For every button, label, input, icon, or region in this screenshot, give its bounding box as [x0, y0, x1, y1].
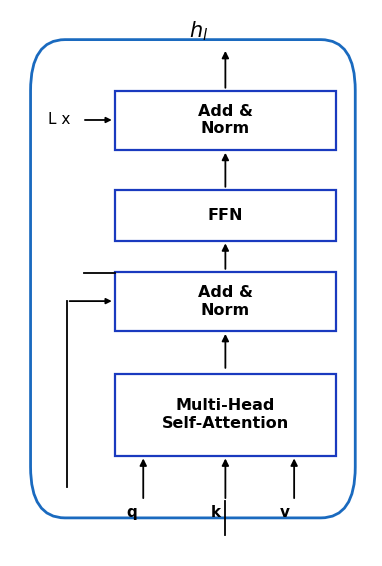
Text: k: k [211, 505, 221, 520]
Text: L x: L x [48, 113, 70, 127]
Text: q: q [126, 505, 137, 520]
FancyBboxPatch shape [115, 272, 336, 331]
Text: Add &
Norm: Add & Norm [198, 285, 253, 318]
Text: $h_l$: $h_l$ [189, 20, 208, 44]
FancyBboxPatch shape [115, 91, 336, 150]
Text: v: v [280, 505, 290, 520]
FancyBboxPatch shape [31, 40, 355, 518]
Text: Multi-Head
Self-Attention: Multi-Head Self-Attention [162, 398, 289, 431]
Text: Add &
Norm: Add & Norm [198, 104, 253, 136]
Text: FFN: FFN [208, 208, 243, 222]
FancyBboxPatch shape [115, 190, 336, 241]
FancyBboxPatch shape [115, 374, 336, 456]
